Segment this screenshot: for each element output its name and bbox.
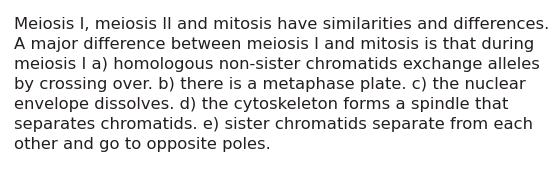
Text: Meiosis I, meiosis II and mitosis have similarities and differences.
A major dif: Meiosis I, meiosis II and mitosis have s…: [14, 17, 549, 152]
